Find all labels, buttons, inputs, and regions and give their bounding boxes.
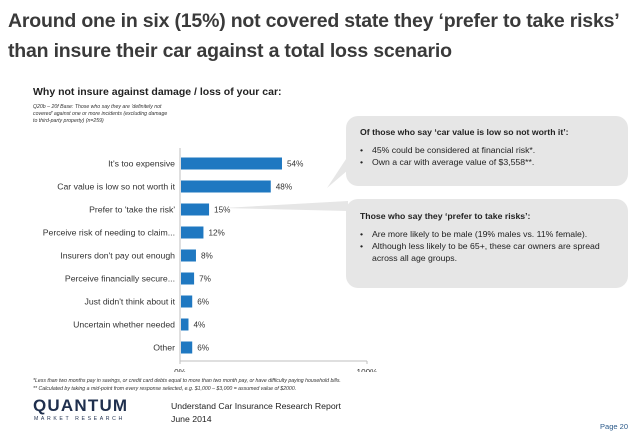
bar [181,180,271,193]
category-label: Perceive risk of needing to claim... [43,228,175,238]
callout-pointer [327,156,348,188]
callout-pointer [223,201,348,211]
value-label: 8% [201,252,213,261]
footnote: *Less than two months pay in savings, or… [33,378,341,384]
callout-bullet: Own a car with average value of $3,558**… [360,157,616,169]
callout-bullet: 45% could be considered at financial ris… [360,145,616,157]
logo-tagline: MARKET RESEARCH [34,416,125,422]
category-label: Just didn't think about it [84,297,175,307]
bar [181,157,282,170]
bar-chart: It's too expensive 54% Car value is low so… [43,148,378,372]
slide-title: Around one in six (15%) not covered stat… [8,10,619,62]
category-label: Other [153,343,175,353]
callout-low-value: Of those who say ‘car value is low so no… [346,116,628,186]
value-label: 48% [276,183,292,192]
callout-heading: Those who say they ‘prefer to take risks… [360,211,531,221]
category-label: Perceive financially secure... [65,274,175,284]
category-label: Uncertain whether needed [73,320,175,330]
value-label: 4% [193,321,205,330]
bar [181,203,210,216]
page-number: Page 20 [600,422,628,431]
callout-heading: Of those who say ‘car value is low so no… [360,127,569,137]
report-info: Understand Car Insurance Research Report… [171,400,341,426]
footnotes: *Less than two months pay in savings, or… [33,377,633,393]
bar [181,272,195,285]
value-label: 15% [214,206,230,215]
category-label: It's too expensive [108,159,175,169]
callout-bullet: Are more likely to be male (19% males vs… [360,229,616,241]
report-title: Understand Car Insurance Research Report [171,401,341,411]
category-label: Prefer to 'take the risk' [89,205,175,215]
category-label: Car value is low so not worth it [57,182,175,192]
value-label: 54% [287,160,303,169]
logo-wordmark: QUANTUM [33,396,129,415]
chart-subtitle: Why not insure against damage / loss of … [33,86,282,98]
value-label: 7% [199,275,211,284]
base-note: Q20b – 20f Base: Those who say they are … [33,104,168,124]
footnote: ** Calculated by taking a mid-point from… [33,386,297,392]
callout-bullet: Although less likely to be 65+, these ca… [360,241,616,264]
value-label: 12% [208,229,224,238]
bar [181,249,196,262]
company-logo: QUANTUM MARKET RESEARCH [33,396,128,422]
bar [181,341,193,354]
callout-take-risks: Those who say they ‘prefer to take risks… [346,199,628,288]
report-date: June 2014 [171,414,212,424]
bar [181,226,204,239]
value-label: 6% [197,298,209,307]
category-label: Insurers don't pay out enough [60,251,175,261]
bar [181,318,189,331]
bar [181,295,193,308]
value-label: 6% [197,344,209,353]
x-tick-label: 0% [174,368,186,372]
x-tick-label: 100% [357,368,378,372]
